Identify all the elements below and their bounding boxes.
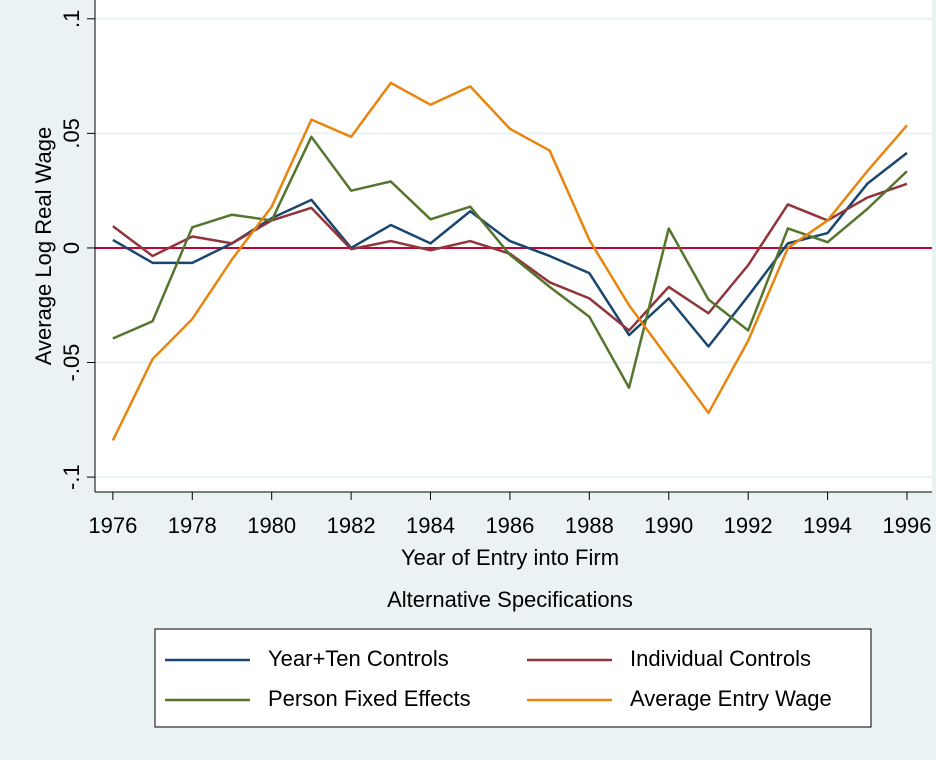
- x-tick-label: 1996: [883, 513, 932, 538]
- x-tick-label: 1980: [247, 513, 296, 538]
- x-tick-label: 1990: [644, 513, 693, 538]
- plot-area: [95, 0, 932, 492]
- x-tick-label: 1976: [88, 513, 137, 538]
- legend-label: Year+Ten Controls: [268, 646, 449, 671]
- x-tick-label: 1994: [803, 513, 852, 538]
- y-tick-label: .1: [59, 10, 84, 28]
- x-tick-label: 1978: [168, 513, 217, 538]
- x-tick-label: 1992: [724, 513, 773, 538]
- note: Alternative Specifications: [387, 587, 633, 612]
- line-series: [112, 135, 908, 389]
- legend-box: [154, 628, 872, 728]
- y-tick-label: 0: [59, 242, 84, 254]
- line-series: [111, 81, 908, 441]
- x-tick-label: 1984: [406, 513, 455, 538]
- x-tick-label: 1982: [327, 513, 376, 538]
- y-axis-label: Average Log Real Wage: [31, 127, 56, 366]
- y-tick-label: -.1: [59, 464, 84, 490]
- y-tick-label: -.05: [59, 344, 84, 382]
- x-tick-label: 1986: [485, 513, 534, 538]
- x-tick-label: 1988: [565, 513, 614, 538]
- legend-label: Average Entry Wage: [630, 686, 832, 711]
- legend-label: Individual Controls: [630, 646, 811, 671]
- y-tick-label: .05: [59, 118, 84, 149]
- x-axis-label: Year of Entry into Firm: [401, 545, 619, 570]
- legend-label: Person Fixed Effects: [268, 686, 471, 711]
